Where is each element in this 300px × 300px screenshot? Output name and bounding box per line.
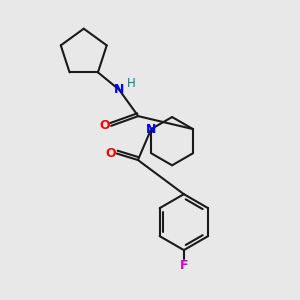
Text: O: O: [99, 119, 110, 132]
Text: O: O: [105, 147, 116, 160]
Text: H: H: [127, 77, 136, 90]
Text: N: N: [114, 83, 124, 96]
Text: F: F: [180, 259, 188, 272]
Text: N: N: [146, 123, 156, 136]
